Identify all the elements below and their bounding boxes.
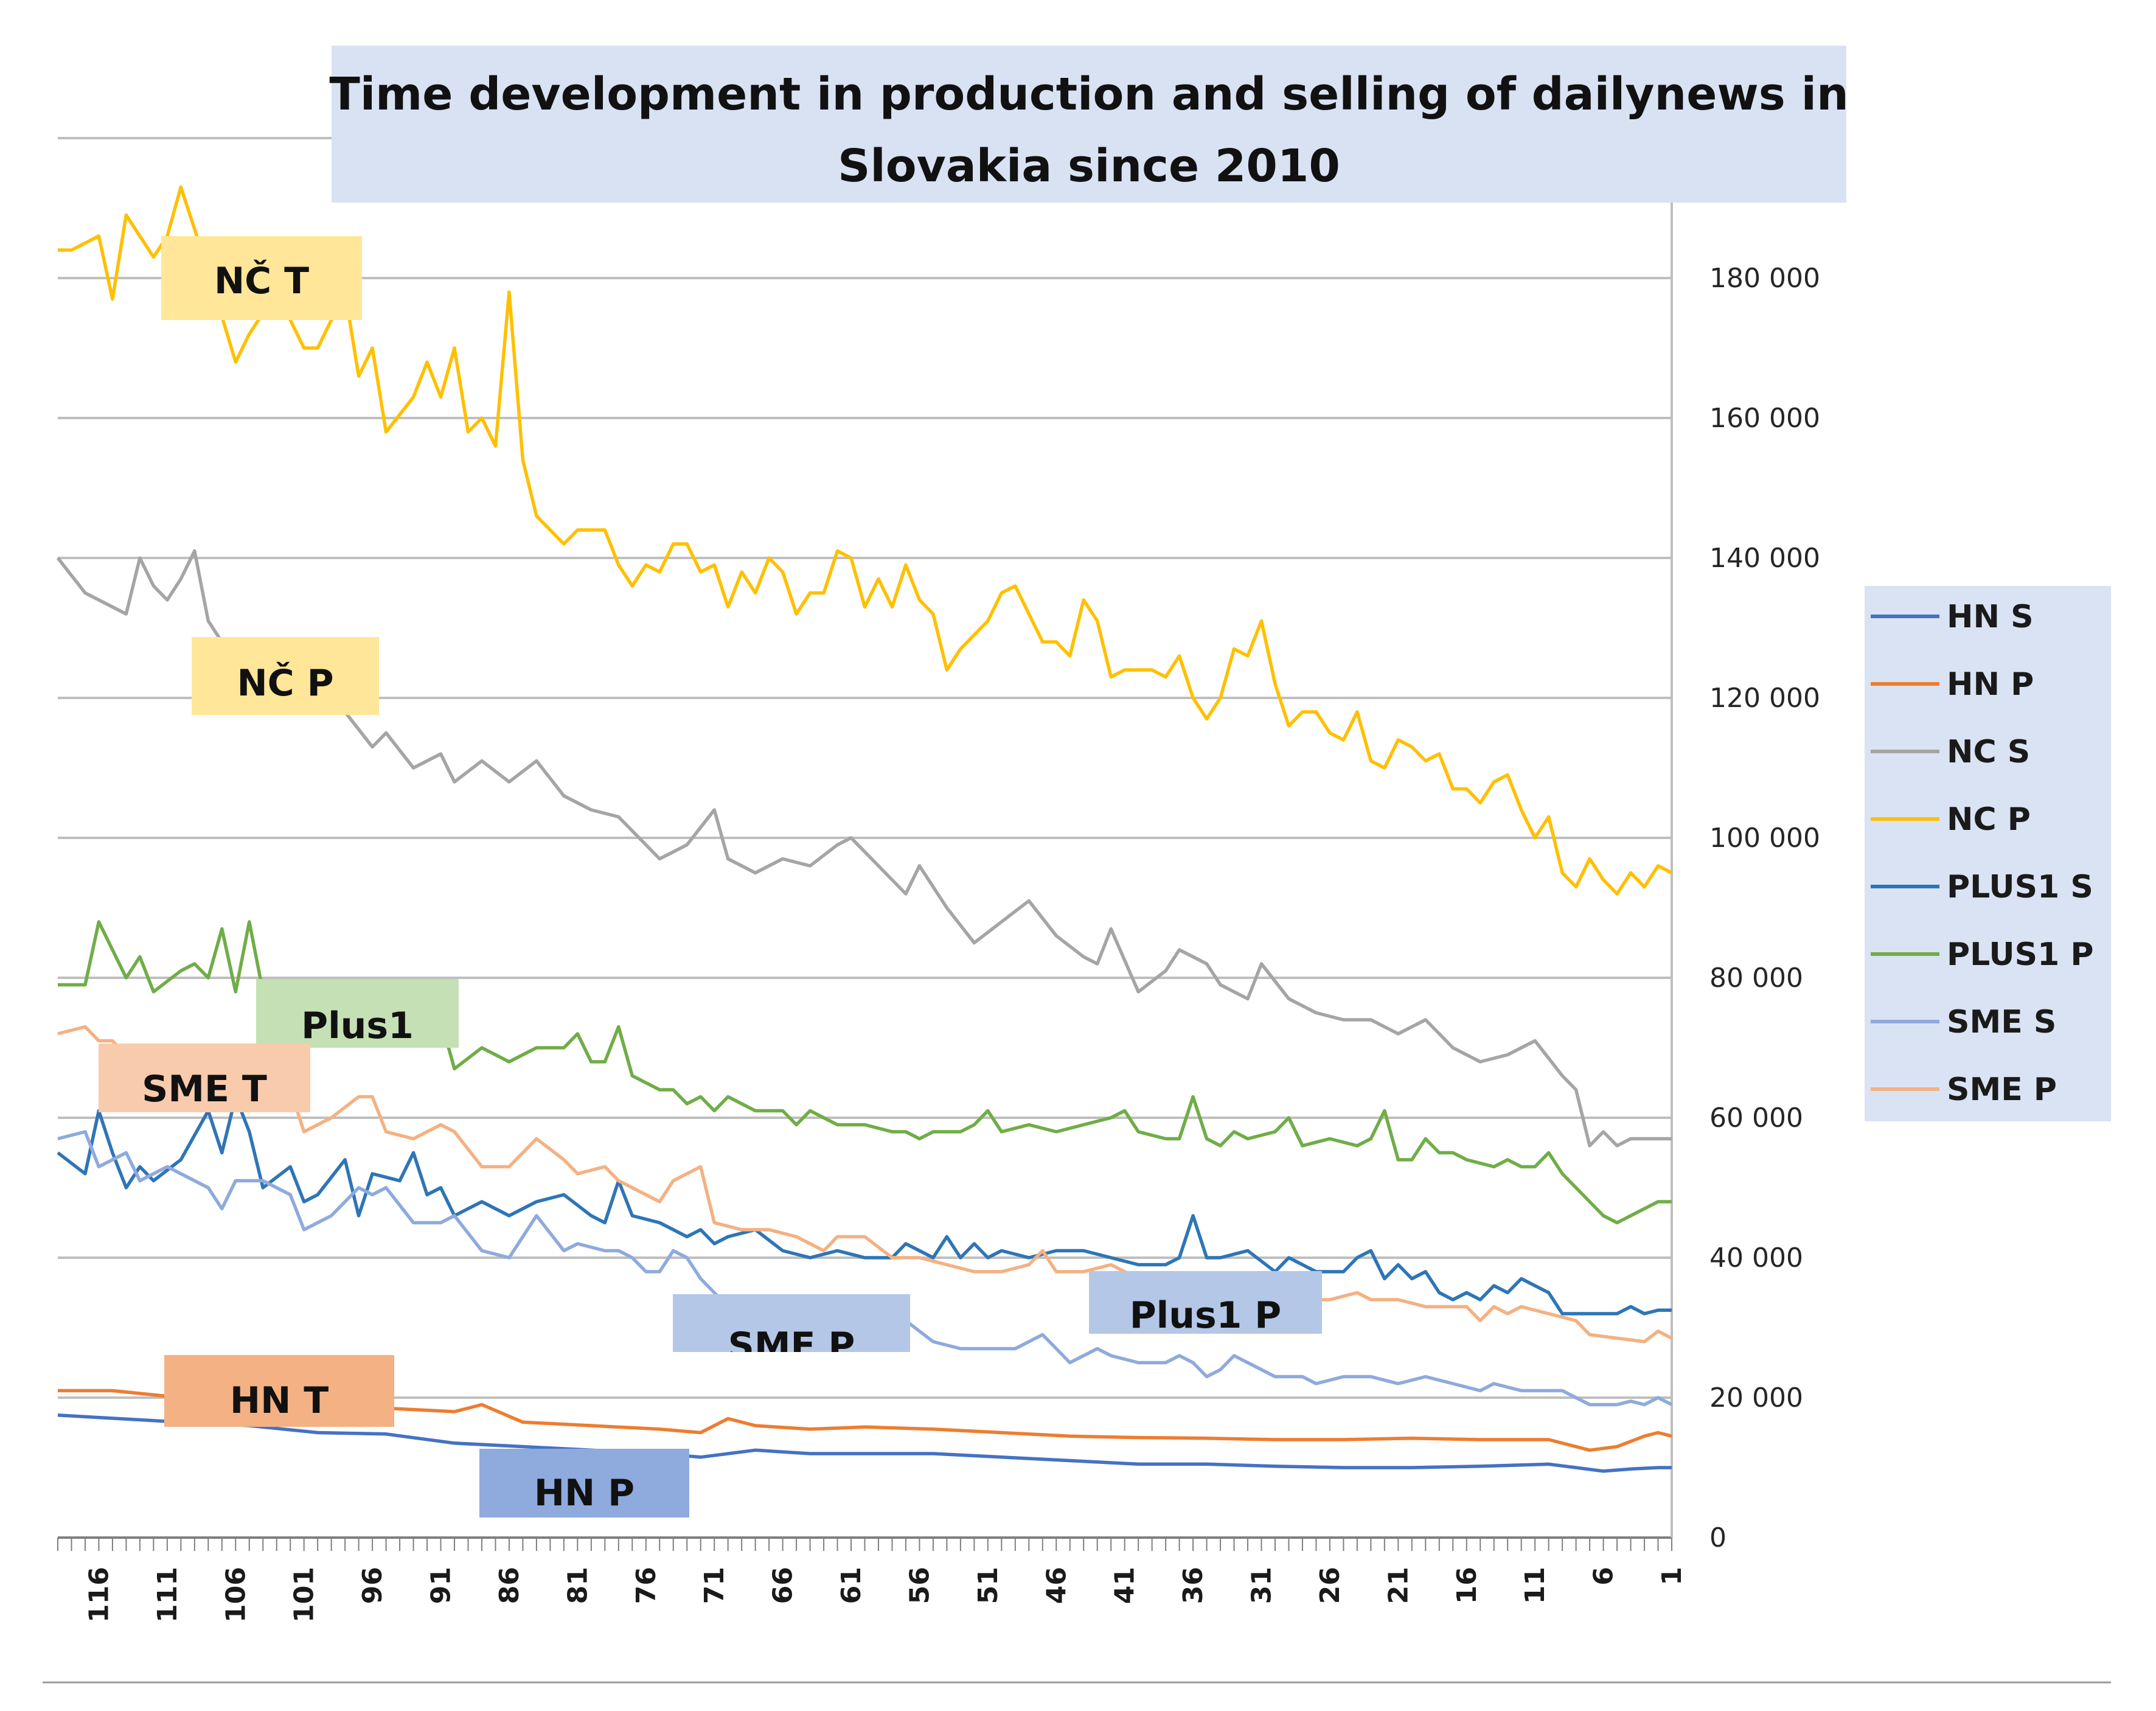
- x-tick-label: 6: [1588, 1567, 1619, 1586]
- x-tick-label: 61: [836, 1567, 867, 1604]
- legend-label: SME P: [1947, 1072, 2057, 1108]
- annotation-text: NČ T: [214, 259, 309, 302]
- x-tick-label: 26: [1315, 1567, 1346, 1604]
- legend-box: [1865, 586, 2111, 1121]
- annotation-box: [192, 637, 379, 715]
- annotation-label: HN T: [164, 1355, 394, 1427]
- legend-item: SME S: [1871, 1004, 2056, 1040]
- chart-title: Time development in production and selli…: [329, 46, 1849, 203]
- legend-label: HN P: [1947, 666, 2034, 703]
- legend-item: HN P: [1871, 666, 2034, 703]
- y-tick-label: 100 000: [1709, 823, 1820, 854]
- y-tick-label: 80 000: [1709, 963, 1803, 994]
- x-tick-label: 106: [220, 1567, 251, 1623]
- legend-item: SME P: [1871, 1072, 2057, 1108]
- axes: 0 20 000 40 000 60 000 80 000 100 000 120 000 1…: [57, 201, 1820, 1623]
- annotation-box: [673, 1294, 910, 1352]
- x-tick-label: 46: [1041, 1567, 1072, 1604]
- annotation-box: [164, 1355, 394, 1427]
- x-tick-label: 76: [631, 1567, 662, 1604]
- annotation-box: [1089, 1271, 1322, 1334]
- series-line-hn-s: [57, 1413, 1672, 1473]
- annotation-label: NČ P: [192, 637, 379, 715]
- y-tick-label: 180 000: [1709, 263, 1820, 294]
- annotation-label: SME P: [673, 1294, 910, 1367]
- legend-label: PLUS1 S: [1947, 869, 2093, 905]
- legend-item: NC P: [1871, 801, 2031, 838]
- x-tick-label: 96: [357, 1567, 388, 1604]
- x-tick-label: 31: [1247, 1567, 1278, 1604]
- y-tick-label: 60 000: [1709, 1103, 1803, 1134]
- x-tick-label: 16: [1452, 1567, 1483, 1604]
- x-tick-label: 86: [494, 1567, 525, 1604]
- annotation-label: Plus1: [256, 979, 459, 1048]
- series-line-nc-p: [58, 185, 1673, 896]
- legend-label: NC S: [1947, 734, 2030, 770]
- annotation-label: HN P: [479, 1449, 689, 1518]
- annotation-box: [99, 1044, 310, 1112]
- series-line-sme-p: [57, 1025, 1673, 1343]
- chart-legend: HN S HN P NC S NC P PLUS1 S PLUS1 P SME S SME P: [1865, 586, 2111, 1121]
- legend-item: HN S: [1871, 599, 2034, 635]
- legend-label: HN S: [1947, 599, 2034, 635]
- y-tick-label: 120 000: [1709, 683, 1820, 714]
- x-tick-label: 51: [973, 1567, 1004, 1604]
- x-tick-label: 111: [152, 1567, 183, 1623]
- annotation-text: NČ P: [237, 661, 333, 705]
- x-tick-label: 101: [289, 1567, 320, 1623]
- title-line: Time development in production and selli…: [329, 68, 1848, 120]
- series-line-plus1-s: [57, 1095, 1672, 1315]
- annotation-text: SME T: [142, 1068, 267, 1110]
- title-line: Slovakia since 2010: [838, 140, 1340, 192]
- y-tick-label: 160 000: [1709, 403, 1820, 434]
- x-tick-label: 66: [768, 1567, 799, 1604]
- annotation-text: HN P: [534, 1472, 635, 1514]
- legend-label: PLUS1 P: [1947, 936, 2093, 973]
- x-tick-label: 21: [1383, 1567, 1414, 1604]
- annotation-label: NČ T: [161, 236, 362, 320]
- legend-item: NC S: [1871, 734, 2030, 770]
- annotation-labels: NČ T NČ P Plus1 SME T HN T HN P SME P Plus1 P: [99, 236, 1322, 1518]
- annotation-text: SME P: [728, 1325, 855, 1367]
- annotation-text: Plus1: [301, 1005, 414, 1047]
- x-tick-label: 81: [562, 1567, 593, 1604]
- annotation-text: HN T: [230, 1379, 329, 1422]
- x-tick-label: 56: [904, 1567, 935, 1604]
- title-box: [332, 46, 1846, 203]
- legend-label: SME S: [1947, 1004, 2056, 1040]
- x-tick-label: 71: [699, 1567, 730, 1604]
- legend-label: NC P: [1947, 801, 2031, 838]
- annotation-label: SME T: [99, 1044, 310, 1112]
- annotation-box: [479, 1449, 689, 1518]
- y-tick-label: 140 000: [1709, 543, 1820, 574]
- x-tick-label: 41: [1110, 1567, 1141, 1604]
- annotation-text: Plus1 P: [1130, 1294, 1282, 1337]
- x-tick-label: 116: [83, 1567, 114, 1623]
- y-tick-label: 20 000: [1709, 1382, 1803, 1413]
- legend-item: PLUS1 P: [1871, 936, 2093, 973]
- annotation-box: [161, 236, 362, 320]
- x-tick-label: 36: [1178, 1567, 1209, 1604]
- y-tick-label: 40 000: [1709, 1242, 1803, 1274]
- y-tick-label: 0: [1709, 1522, 1727, 1553]
- x-tick-label: 11: [1520, 1567, 1551, 1604]
- annotation-label: Plus1 P: [1089, 1271, 1322, 1337]
- series-lines: [56, 185, 1673, 1473]
- x-tick-label: 91: [426, 1567, 457, 1604]
- legend-item: PLUS1 S: [1871, 869, 2093, 905]
- annotation-box: [256, 979, 459, 1048]
- x-tick-label: 1: [1657, 1567, 1688, 1586]
